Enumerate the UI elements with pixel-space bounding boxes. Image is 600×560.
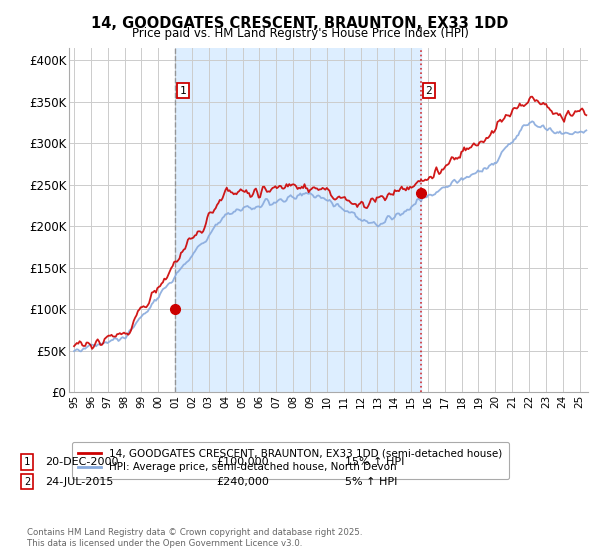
Bar (175, 48, 421, 392)
Text: £240,000: £240,000 (216, 477, 269, 487)
Text: Contains HM Land Registry data © Crown copyright and database right 2025.
This d: Contains HM Land Registry data © Crown c… (27, 528, 362, 548)
Text: 20-DEC-2000: 20-DEC-2000 (45, 457, 119, 467)
Text: Price paid vs. HM Land Registry's House Price Index (HPI): Price paid vs. HM Land Registry's House … (131, 27, 469, 40)
Text: 14, GOODGATES CRESCENT, BRAUNTON, EX33 1DD: 14, GOODGATES CRESCENT, BRAUNTON, EX33 1… (91, 16, 509, 31)
Text: 24-JUL-2015: 24-JUL-2015 (45, 477, 113, 487)
Text: 1: 1 (24, 457, 30, 467)
Text: 15% ↑ HPI: 15% ↑ HPI (345, 457, 404, 467)
Text: 2: 2 (24, 477, 30, 487)
Text: £100,000: £100,000 (216, 457, 269, 467)
Text: 5% ↑ HPI: 5% ↑ HPI (345, 477, 397, 487)
Text: 2: 2 (425, 86, 433, 96)
Text: 1: 1 (180, 86, 187, 96)
Legend: 14, GOODGATES CRESCENT, BRAUNTON, EX33 1DD (semi-detached house), HPI: Average p: 14, GOODGATES CRESCENT, BRAUNTON, EX33 1… (71, 442, 509, 479)
